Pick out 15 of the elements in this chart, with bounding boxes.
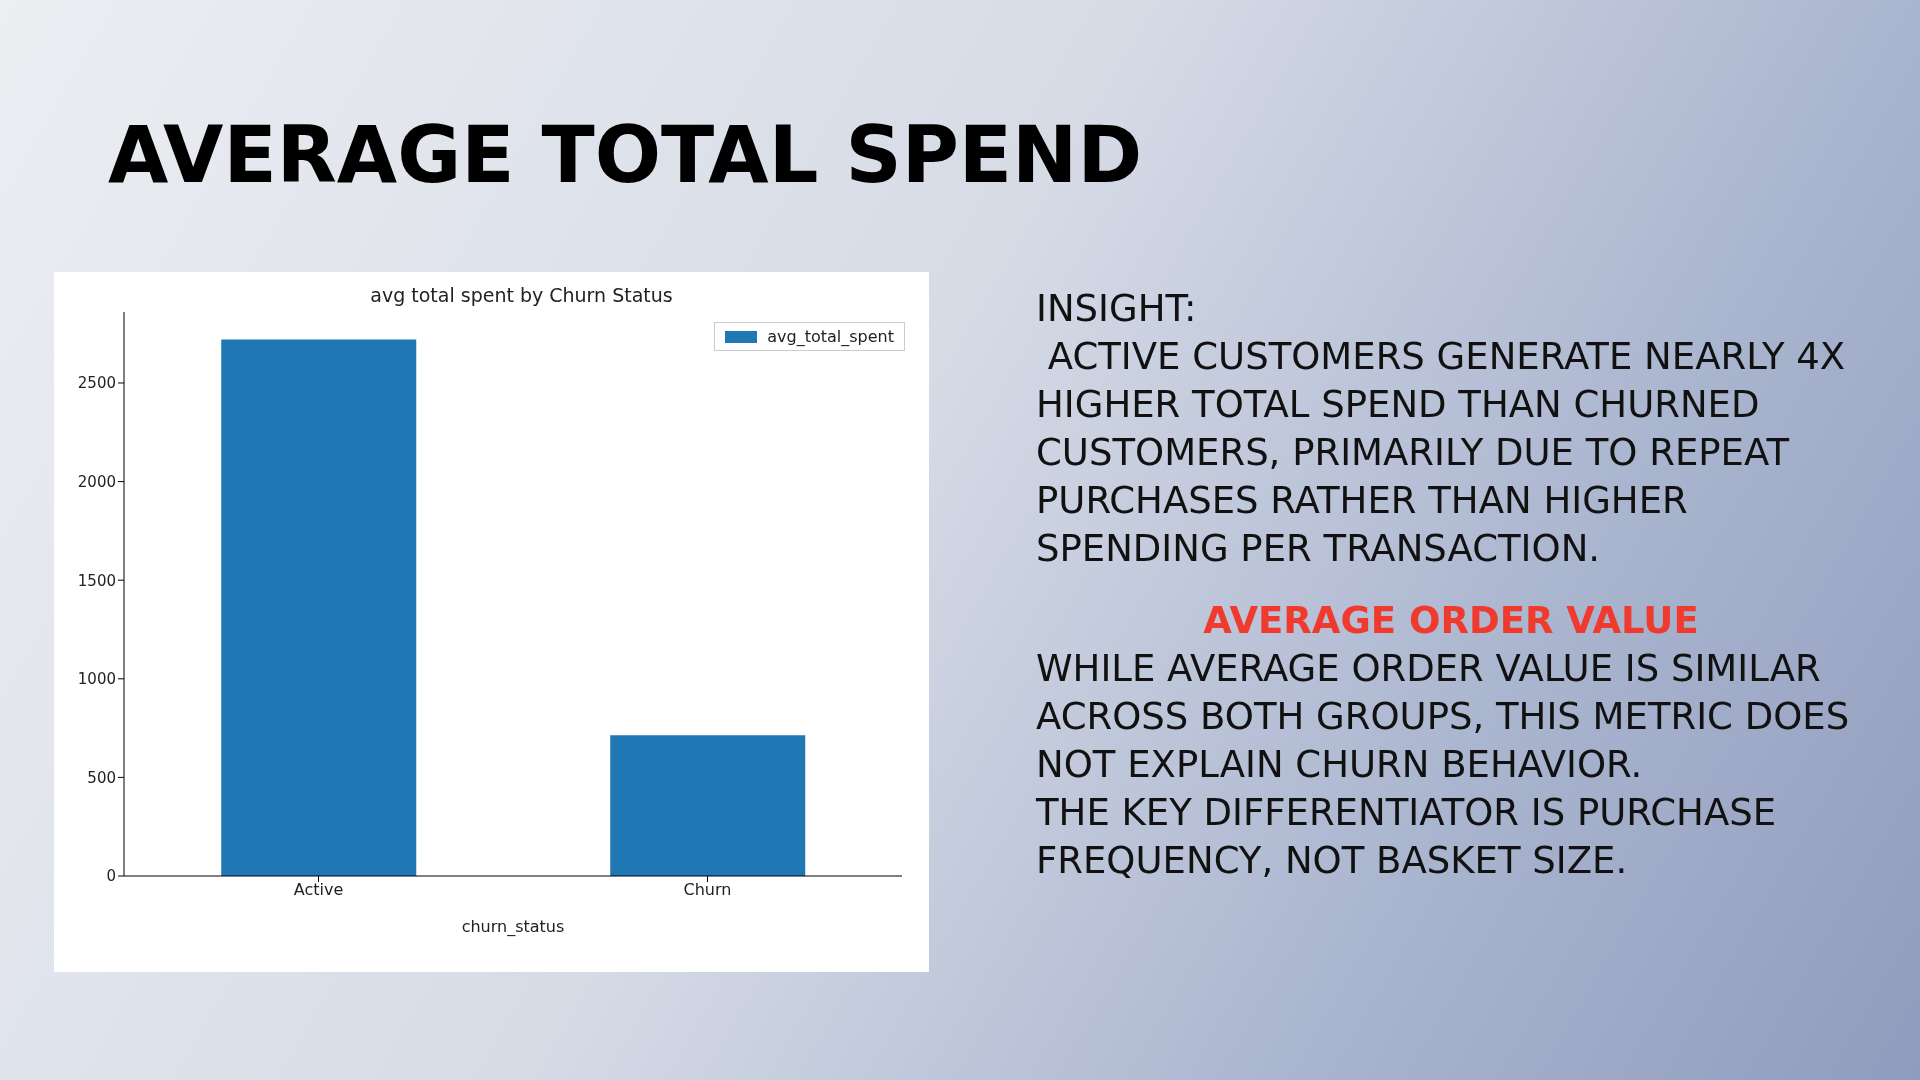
legend-label: avg_total_spent [767,327,894,346]
y-tick-label: 0 [106,867,116,886]
x-axis-title: churn_status [461,917,565,937]
y-tick-label: 2000 [77,472,116,491]
x-tick-label: Active [293,880,344,900]
chart-subtitle: avg total spent by Churn Status [369,284,674,306]
text: WHILE AVERAGE ORDER VALUE IS SIMILAR ACROSS BOTH GROUPS, THIS METRIC DOES NOT EXPLAIN CHURN BEHAVIOR. THE KEY DIFFERENTIATOR IS PURCHASE FREQUENCY, NOT BASKET SIZE. [1036,646,1851,884]
text: INSIGHT: ACTIVE CUSTOMERS GENERATE NEARLY 4X HIGHER TOTAL SPEND THAN CHURNED CUSTOMERS, PRIMARILY DUE TO REPEAT PURCHASES RATHER THAN HIGHER SPENDING PER TRANSACTION. [1036,286,1847,572]
chart-title: AVERAGE TOTAL SPEND [108,110,1143,200]
y-tick-label: 500 [87,768,116,787]
y-tick-label: 1000 [77,670,116,689]
y-tick-label: 1500 [77,571,116,590]
text: AVERAGE ORDER VALUE [1202,598,1700,644]
x-tick-label: Churn [683,880,732,900]
y-tick-label: 2500 [77,374,116,393]
